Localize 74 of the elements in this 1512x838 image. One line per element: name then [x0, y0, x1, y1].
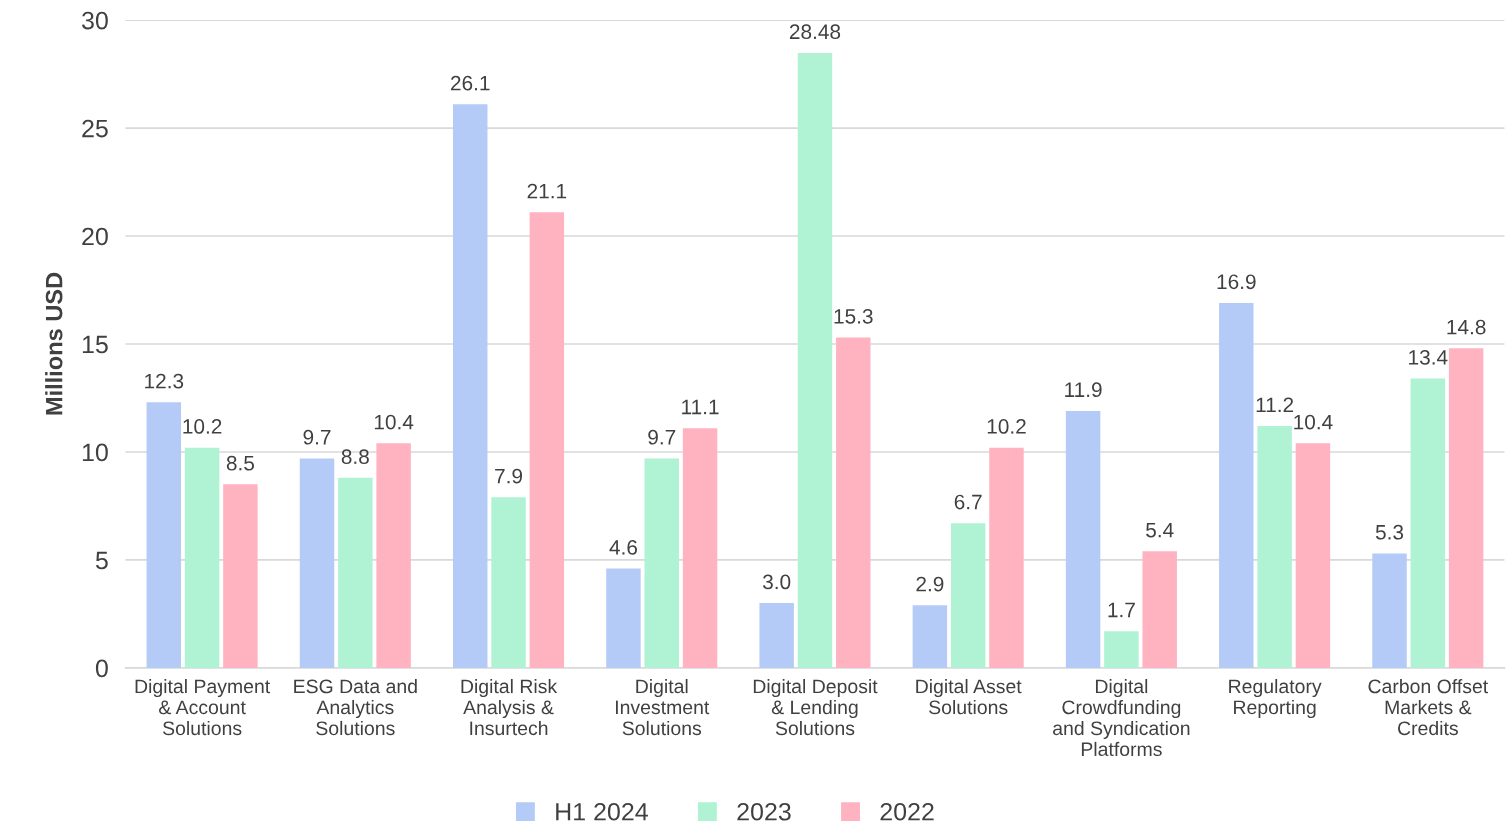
bar: [1142, 551, 1177, 668]
y-tick-label: 0: [95, 659, 108, 678]
data-label: 28.48: [789, 24, 841, 40]
y-tick-label: 30: [81, 11, 108, 30]
bar: [223, 484, 258, 668]
bar: [836, 337, 871, 668]
bar: [338, 477, 373, 668]
data-label: 1.7: [1108, 602, 1135, 618]
data-label: 11.2: [1256, 397, 1294, 413]
bar: [606, 568, 641, 668]
data-label: 14.8: [1447, 319, 1486, 335]
x-tick-label: Digital Risk Analysis & Insurtech: [461, 679, 558, 736]
data-label: 10.2: [987, 419, 1026, 434]
y-tick-label: 25: [82, 119, 108, 138]
bar: [1410, 378, 1446, 668]
data-label: 3.0: [762, 574, 791, 590]
bar: [529, 212, 565, 668]
bar: [1104, 631, 1139, 668]
bar: [146, 402, 182, 668]
data-label: 16.9: [1217, 274, 1256, 290]
x-tick-label: Digital Deposit & Lending Solutions: [753, 679, 878, 736]
data-label: 13.4: [1409, 349, 1448, 365]
y-tick-label: 20: [82, 227, 108, 246]
data-label: 8.5: [226, 455, 255, 471]
x-tick-label: Digital Crowdfunding and Syndication Platforms: [1053, 679, 1190, 757]
data-label: 11.1: [682, 399, 719, 415]
data-label: 6.7: [954, 494, 982, 510]
legend-label: 2023: [737, 802, 791, 821]
data-label: 4.6: [609, 539, 638, 555]
data-label: 10.4: [374, 414, 414, 430]
y-tick-label: 5: [95, 551, 108, 570]
bar: [1448, 348, 1484, 668]
x-tick-label: Carbon Offset Markets & Credits: [1368, 679, 1489, 736]
legend-label: H1 2024: [556, 802, 648, 821]
bar: [299, 458, 335, 668]
bar: [491, 497, 526, 668]
data-label: 5.4: [1146, 522, 1174, 538]
data-label: 9.7: [303, 429, 331, 445]
bar: [1065, 410, 1101, 668]
data-label: 10.4: [1294, 414, 1333, 430]
bar: [376, 443, 411, 668]
x-tick-label: Digital Payment & Account Solutions: [135, 679, 271, 736]
legend-label: 2022: [880, 802, 934, 821]
data-label: 11.9: [1065, 382, 1102, 398]
x-tick-label: Regulatory Reporting: [1229, 679, 1322, 719]
data-label: 21.1: [527, 183, 567, 199]
data-label: 8.8: [341, 449, 369, 465]
y-axis-title: Millions USD: [45, 272, 63, 415]
x-tick-label: Digital Asset Solutions: [916, 679, 1022, 715]
bar: [797, 52, 833, 668]
y-tick-label: 10: [82, 443, 108, 462]
data-label: 10.2: [183, 419, 222, 434]
data-label: 7.9: [495, 468, 523, 484]
data-label: 15.3: [834, 308, 873, 324]
bar: [1219, 302, 1254, 668]
data-label: 9.7: [648, 429, 676, 445]
bar: [1295, 443, 1331, 668]
data-label: 2.9: [916, 576, 944, 592]
y-tick-label: 15: [82, 335, 108, 354]
bar: [682, 428, 718, 668]
bar: [759, 603, 794, 668]
x-tick-label: ESG Data and Analytics Solutions: [294, 679, 417, 736]
x-tick-label: Digital Investment Solutions: [616, 679, 710, 736]
bar: [644, 458, 679, 668]
bar: [950, 523, 986, 668]
bar: [1257, 426, 1292, 668]
bar: [912, 605, 948, 668]
data-label: 12.3: [145, 373, 184, 389]
bar: [184, 447, 220, 668]
bar: [989, 447, 1024, 668]
data-label: 26.1: [451, 75, 490, 91]
bar: [1372, 553, 1407, 668]
data-label: 5.3: [1375, 524, 1404, 540]
bar: [453, 104, 488, 668]
